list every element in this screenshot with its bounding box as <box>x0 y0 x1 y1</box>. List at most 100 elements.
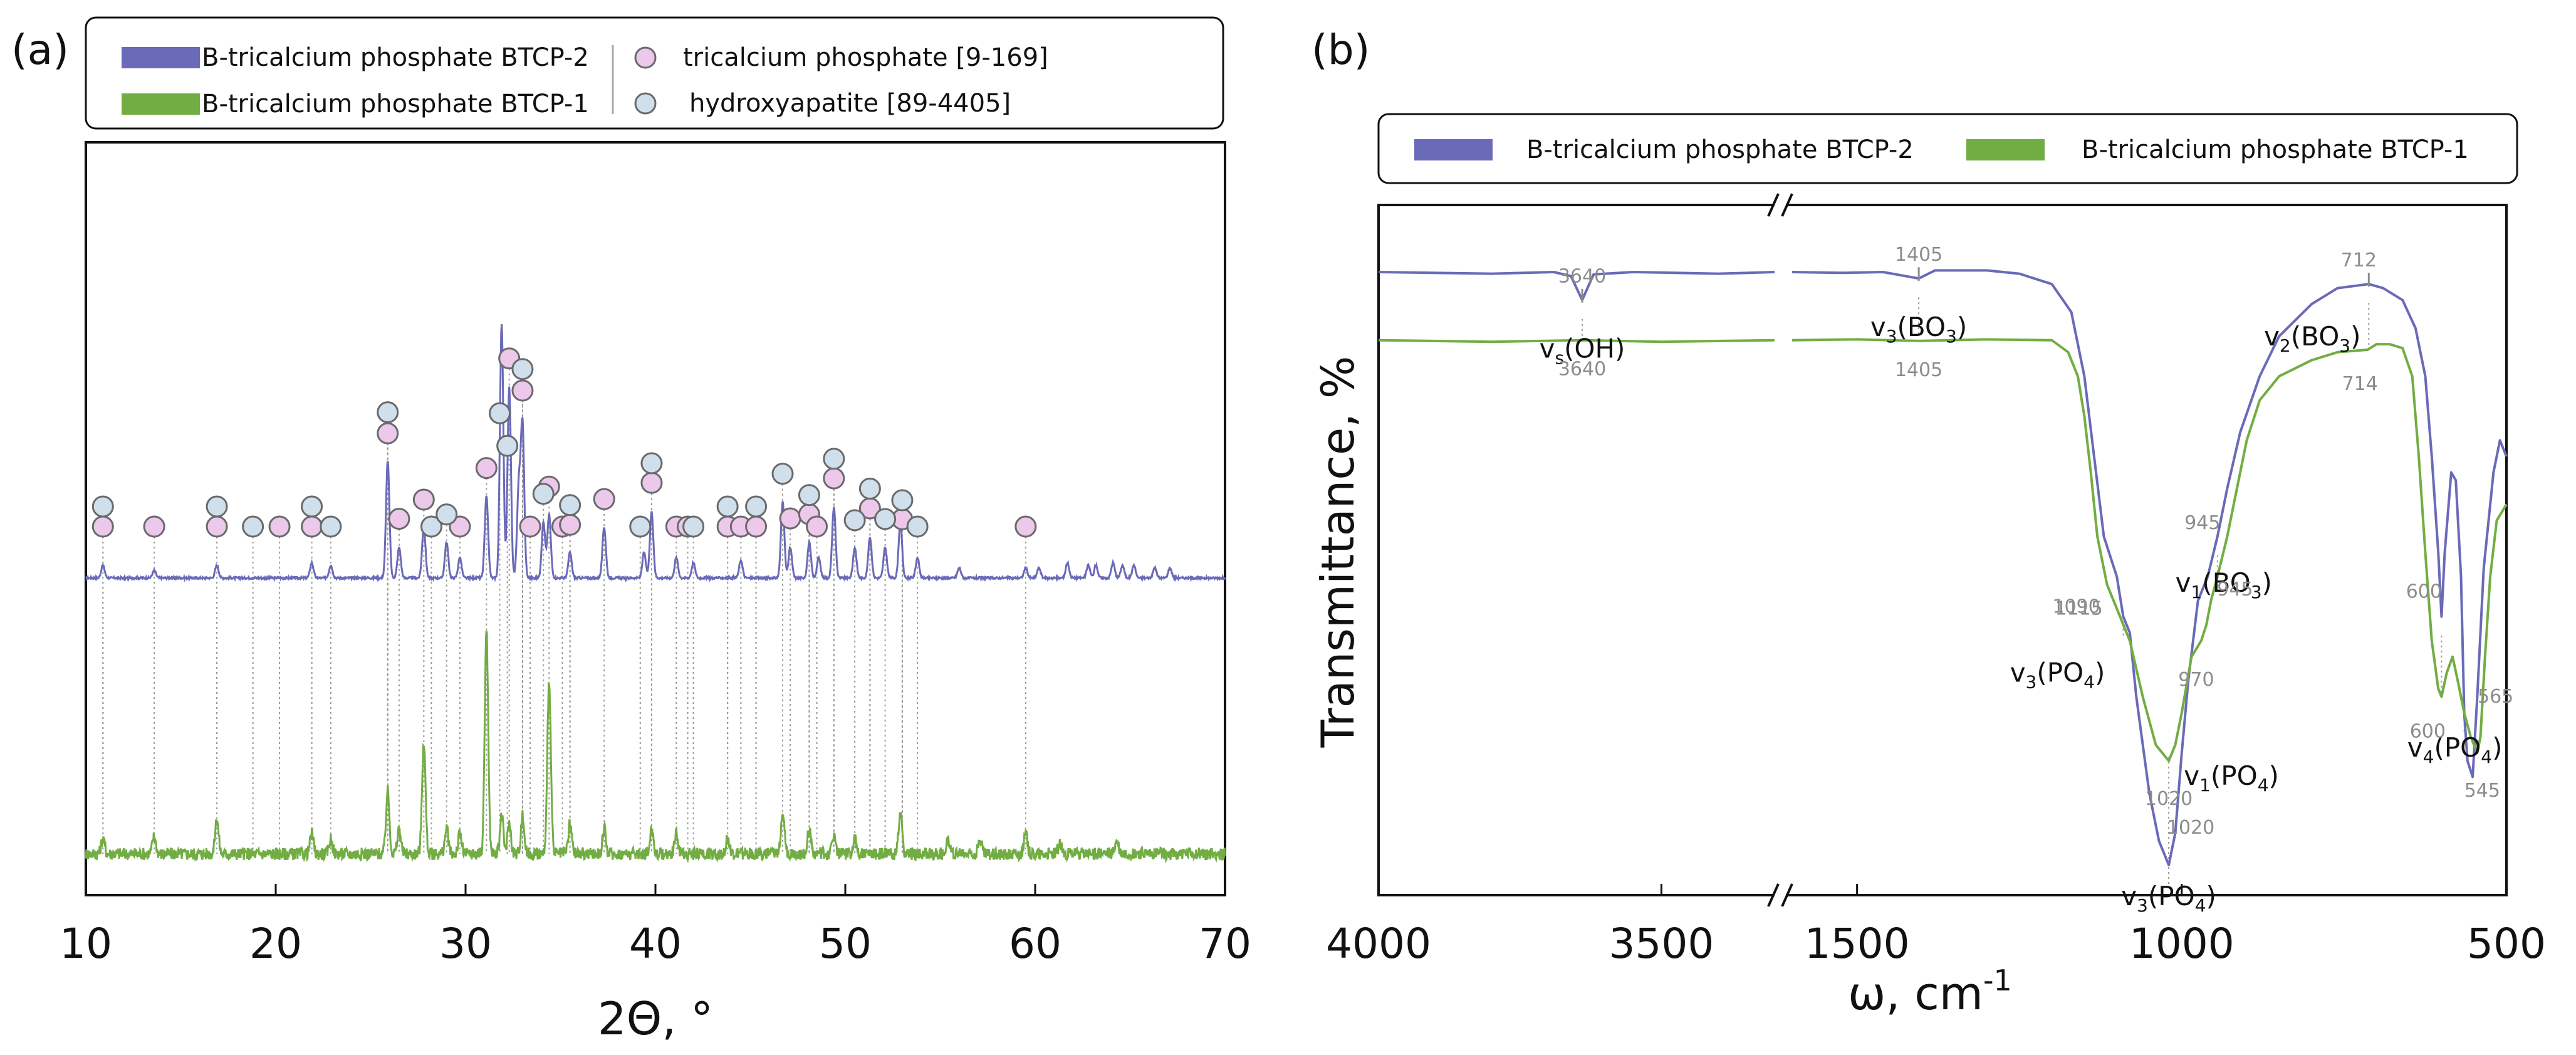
xrd-marker-tcp <box>377 422 399 444</box>
ftir-band-assignment-part: (BO <box>1897 312 1946 342</box>
ftir-band-number: 3640 <box>1558 359 1606 381</box>
ftir-band-assignment-part: 3 <box>2251 582 2262 602</box>
ftir-band-assignment-part: 4 <box>2083 672 2095 693</box>
ftir-break-gap-bottom <box>1775 888 1786 902</box>
xrd-legend-label-btcp1: B-tricalcium phosphate BTCP-1 <box>202 90 589 118</box>
xrd-marker-ha <box>420 515 442 538</box>
ftir-break-slash-bottom-1 <box>1767 883 1780 907</box>
ftir-band-number: 600 <box>2410 721 2446 743</box>
ftir-break-gap-top <box>1775 198 1786 212</box>
ftir-x-axis: 4000 3500 1500 1000 500 <box>1326 884 2546 968</box>
xrd-marker-tcp <box>519 515 541 538</box>
ftir-band-assignment-part: v <box>1870 312 1886 342</box>
xrd-marker-tcp <box>1014 515 1037 538</box>
ftir-band-number: 712 <box>2341 249 2377 271</box>
ftir-x-axis-label: ω, cm-1 <box>1848 963 2012 1020</box>
xrd-marker-tcp <box>388 508 410 530</box>
ftir-band-assignment-part: ) <box>2350 321 2360 352</box>
ftir-band-number: 970 <box>2178 669 2214 691</box>
ftir-band-assignment-part: (OH) <box>1564 333 1625 364</box>
ftir-break-slash-bottom-2 <box>1781 883 1793 907</box>
ftir-line-btcp1-left <box>1378 339 1775 344</box>
ftir-band-assignment-part: ) <box>1957 312 1967 342</box>
xrd-legend: B-tricalcium phosphate BTCP-2 B-tricalci… <box>85 16 1224 130</box>
xrd-marker-ha <box>874 508 897 530</box>
ftir-band-assignment-part: 1 <box>2199 775 2211 795</box>
ftir-band-assignment-part: s <box>1555 348 1564 369</box>
ftir-band-assignment-part: 1 <box>2191 582 2202 602</box>
panel-b: (b) B-tricalcium phosphate BTCP-2 B-tric… <box>1311 26 2546 1020</box>
ftir-break-slash-top-2 <box>1781 193 1793 217</box>
xrd-marker-ha <box>716 495 739 518</box>
xrd-tick-label: 50 <box>819 920 872 968</box>
xrd-marker-tcp <box>640 471 663 494</box>
xrd-marker-ha <box>771 463 794 485</box>
ftir-band-assignment-part: (BO <box>2202 567 2251 598</box>
ftir-band-assignment: v4(PO4) <box>2407 732 2503 767</box>
ftir-band-number: 545 <box>2464 780 2500 802</box>
ftir-band-assignment-part: v <box>2010 658 2026 688</box>
ftir-band-number: 945 <box>2184 512 2220 534</box>
ftir-band-assignment-part: 3 <box>2026 672 2037 693</box>
ftir-line-btcp2-right <box>1791 269 2508 866</box>
ftir-band-assignment-part: v <box>2184 760 2199 791</box>
ftir-band-number: 1090 <box>2052 596 2100 618</box>
xrd-series <box>85 323 1226 864</box>
xrd-marker-ha <box>798 484 820 507</box>
xrd-tick-label: 70 <box>1199 920 1251 968</box>
xrd-legend-label-btcp2: B-tricalcium phosphate BTCP-2 <box>202 43 589 72</box>
xrd-marker-tcp <box>143 515 165 538</box>
ftir-band-number: 1405 <box>1895 244 1942 266</box>
xrd-marker-ha <box>682 515 705 538</box>
xrd-marker-tcp <box>268 515 291 538</box>
xrd-marker-ha <box>206 495 228 518</box>
xrd-tick-label: 20 <box>249 920 302 968</box>
ftir-band-assignment: vs(OH) <box>1540 333 1625 369</box>
ftir-band-assignment-part: (PO <box>2148 881 2195 911</box>
ftir-y-axis-label: Transmittance, % <box>1311 356 1364 748</box>
ftir-legend: B-tricalcium phosphate BTCP-2 B-tricalci… <box>1377 113 2518 184</box>
ftir-band-assignment-part: 4 <box>2423 747 2434 767</box>
ftir-band-assignment-part: ) <box>2206 881 2216 911</box>
xrd-tick-label: 10 <box>60 920 112 968</box>
ftir-band-assignment: v2(BO3) <box>2264 321 2360 356</box>
xrd-marker-tcp <box>475 457 498 480</box>
ftir-x-axis-label-main: ω, cm <box>1848 967 1983 1020</box>
xrd-marker-tcp <box>91 515 114 538</box>
xrd-phase-markers <box>91 347 1037 538</box>
ftir-tick-label: 1000 <box>2129 920 2234 968</box>
xrd-marker-tcp <box>511 379 534 402</box>
xrd-marker-tcp <box>745 515 768 538</box>
xrd-marker-ha <box>823 448 845 470</box>
ftir-band-assignment-part: v <box>2407 732 2423 763</box>
ftir-legend-label-btcp1: B-tricalcium phosphate BTCP-1 <box>2082 135 2469 164</box>
ftir-band-number: 3640 <box>1558 266 1606 288</box>
xrd-line-btcp1 <box>85 630 1226 864</box>
panel-a-label: (a) <box>11 26 69 74</box>
xrd-marker-ha <box>242 515 264 538</box>
xrd-x-axis: 10 20 30 40 50 60 70 <box>60 884 1251 968</box>
xrd-marker-ha <box>629 515 652 538</box>
xrd-legend-marker-ha <box>634 92 657 115</box>
ftir-band-assignment-part: 4 <box>2258 775 2269 795</box>
ftir-plot-area <box>1377 204 2508 896</box>
ftir-band-assignment-part: (PO <box>2036 658 2083 688</box>
ftir-legend-swatch-btcp2 <box>1414 139 1493 160</box>
ftir-band-assignment-part: ) <box>2095 658 2105 688</box>
xrd-marker-tcp <box>593 488 615 510</box>
ftir-band-number: 1020 <box>2145 788 2193 810</box>
xrd-marker-ha <box>532 483 555 505</box>
ftir-band-assignment-part: 3 <box>1886 326 1897 347</box>
ftir-break-slash-top-1 <box>1767 193 1780 217</box>
ftir-x-axis-label-sup: -1 <box>1983 963 2012 997</box>
xrd-marker-tcp <box>779 507 801 530</box>
ftir-band-number: 945 <box>2217 579 2253 601</box>
xrd-legend-swatch-btcp2 <box>122 47 200 68</box>
ftir-band-assignment-part: ) <box>2262 567 2272 598</box>
xrd-legend-label-tcp: tricalcium phosphate [9-169] <box>683 43 1048 72</box>
xrd-tick-label: 30 <box>439 920 492 968</box>
xrd-marker-tcp <box>412 488 435 511</box>
ftir-band-assignment-part: (BO <box>2291 321 2340 352</box>
ftir-legend-box <box>1377 113 2518 184</box>
ftir-band-assignment: v1(PO4) <box>2184 760 2279 795</box>
